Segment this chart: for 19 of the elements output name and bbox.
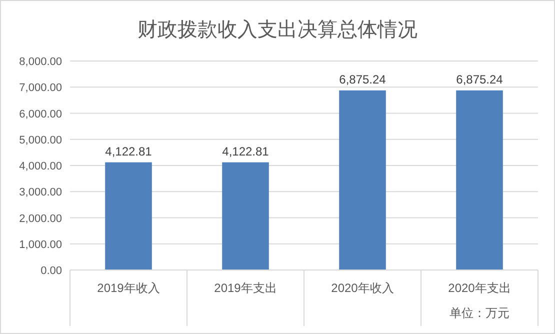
y-tick-label: 5,000.00 <box>19 134 62 146</box>
data-label: 4,122.81 <box>105 144 152 158</box>
y-tick-label: 4,000.00 <box>19 160 62 172</box>
x-tick-label: 2020年支出 <box>448 281 511 295</box>
y-tick-label: 1,000.00 <box>19 238 62 251</box>
title: 财政拨款收入支出决算总体情况 <box>138 19 418 41</box>
x-tick-label: 2019年收入 <box>97 281 160 295</box>
y-tick-label: 8,000.00 <box>19 56 62 68</box>
data-label: 4,122.81 <box>222 144 270 158</box>
data-label: 6,875.24 <box>456 72 504 86</box>
y-tick-label: 7,000.00 <box>19 82 62 94</box>
text: 单位：万元 <box>450 306 510 320</box>
y-tick-label: 3,000.00 <box>19 186 62 199</box>
y-tick-label: 0.00 <box>40 265 62 277</box>
y-tick-label: 2,000.00 <box>19 212 62 225</box>
x-tick-label: 2020年收入 <box>331 281 394 295</box>
y-tick-label: 6,000.00 <box>19 108 62 120</box>
x-tick-label: 2019年支出 <box>214 281 277 295</box>
data-label: 6,875.24 <box>339 72 386 86</box>
